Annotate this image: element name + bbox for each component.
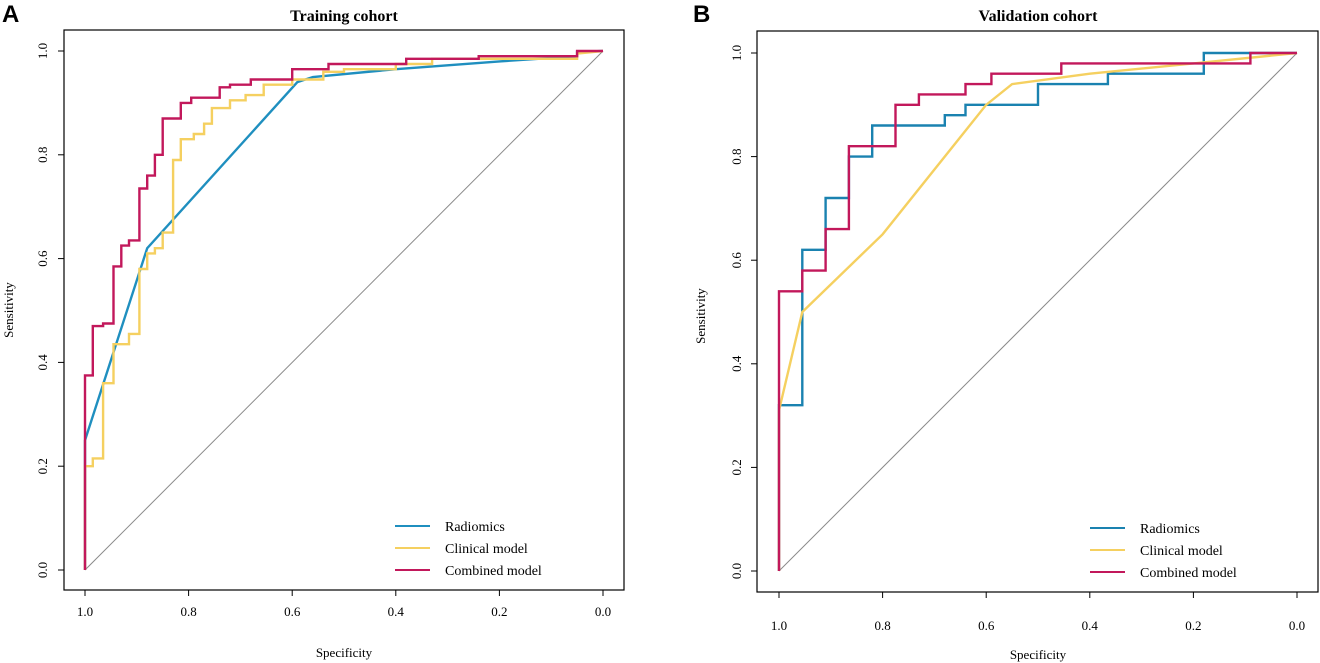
legend-label-radiomics: Radiomics (1140, 522, 1200, 537)
axis-ticks-validation: 1.0 0.8 0.6 0.4 0.2 0.0 0.0 0.2 0.4 0.6 0.8 1.0 (729, 45, 1305, 633)
panel-validation: B Validation cohort 1.0 0.8 0.6 0.4 0.2 0.0 0.… (693, 1, 1319, 662)
y-tick-label-validation: 0.6 (729, 252, 744, 269)
series-line-combined-model-training (83, 49, 603, 570)
axis-ticks-training: 1.0 0.8 0.6 0.4 0.2 0.0 0.0 0.2 0.4 0.6 0.8 1.0 (35, 43, 611, 619)
series-line-radiomics-validation (777, 51, 1297, 571)
y-tick-label-validation: 0.4 (729, 355, 744, 372)
panel-label-b: B (693, 1, 710, 28)
series-line-clinical-model-training (83, 49, 604, 570)
reference-diagonal-validation (778, 52, 1298, 572)
x-tick-label-training: 0.2 (491, 604, 507, 619)
y-tick-label-training: 0.8 (35, 147, 50, 163)
chart-title-training: Training cohort (290, 8, 398, 25)
y-tick-label-validation: 0.8 (729, 148, 744, 164)
reference-diagonal-training (84, 50, 604, 571)
legend-validation: Radiomics Clinical model Combined model (1090, 522, 1237, 581)
x-tick-label-validation: 1.0 (771, 618, 787, 633)
x-tick-label-validation: 0.2 (1185, 618, 1201, 633)
series-line-clinical-model-validation (777, 51, 1298, 571)
y-tick-label-training: 0.6 (35, 250, 50, 267)
plot-frame-validation (756, 30, 1319, 593)
y-tick-label-validation: 1.0 (729, 45, 744, 61)
legend-label-combined-model: Combined model (1140, 566, 1237, 581)
y-axis-label-validation: Sensitivity (693, 288, 708, 344)
x-axis-label-training: Specificity (316, 645, 373, 660)
y-tick-label-training: 0.4 (35, 354, 50, 371)
y-tick-label-training: 0.2 (35, 458, 50, 474)
x-tick-label-training: 0.6 (284, 604, 301, 619)
series-group-validation (777, 51, 1298, 571)
x-tick-label-validation: 0.8 (874, 618, 890, 633)
chart-title-validation: Validation cohort (979, 8, 1099, 25)
x-axis-label-validation: Specificity (1010, 647, 1067, 662)
y-tick-label-training: 1.0 (35, 43, 50, 59)
y-tick-label-training: 0.0 (35, 562, 50, 578)
y-tick-label-validation: 0.0 (729, 563, 744, 579)
x-tick-label-validation: 0.4 (1082, 618, 1099, 633)
legend-training: Radiomics Clinical model Combined model (395, 520, 542, 579)
legend-label-clinical-model: Clinical model (445, 542, 528, 557)
legend-label-radiomics: Radiomics (445, 520, 505, 535)
panel-training: A Training cohort 1.0 0.8 0.6 0.4 0.2 0.0 0.0 0… (1, 1, 625, 660)
x-tick-label-training: 0.4 (388, 604, 405, 619)
y-tick-label-validation: 0.2 (729, 459, 744, 475)
x-tick-label-training: 0.0 (595, 604, 611, 619)
panel-label-a: A (2, 1, 19, 28)
x-tick-label-validation: 0.0 (1289, 618, 1305, 633)
series-line-combined-model-validation (777, 51, 1297, 571)
legend-label-combined-model: Combined model (445, 564, 542, 579)
x-tick-label-training: 1.0 (77, 604, 93, 619)
y-axis-label-training: Sensitivity (1, 282, 16, 338)
x-tick-label-validation: 0.6 (978, 618, 995, 633)
plot-frame-training (63, 29, 625, 591)
legend-label-clinical-model: Clinical model (1140, 544, 1223, 559)
series-group-training (83, 49, 604, 570)
x-tick-label-training: 0.8 (180, 604, 196, 619)
